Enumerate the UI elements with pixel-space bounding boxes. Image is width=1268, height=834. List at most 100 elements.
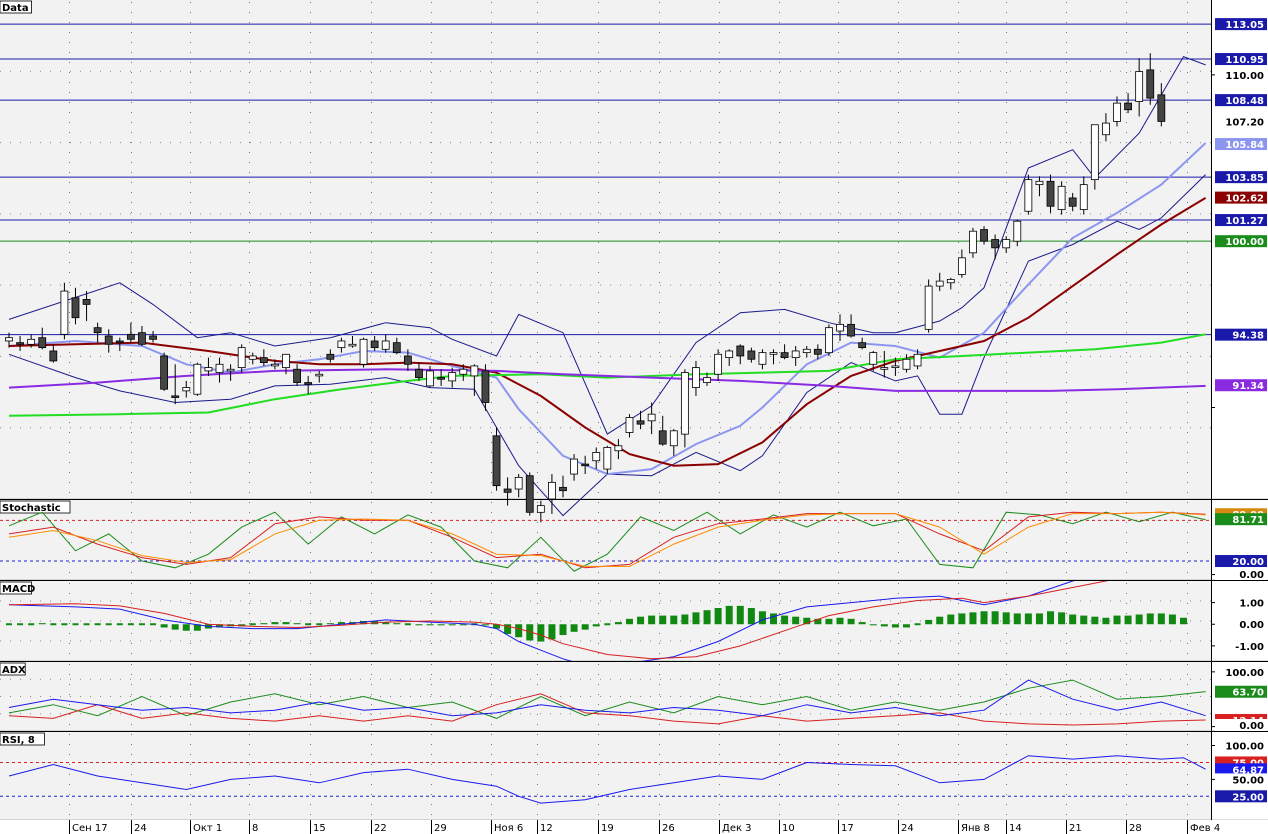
- candle-body: [27, 338, 36, 345]
- value-tag: [1215, 618, 1267, 631]
- macd-bar: [28, 623, 35, 626]
- candle-body: [570, 458, 578, 475]
- value-tag-label: 100.00: [1225, 237, 1264, 248]
- value-tag: [1215, 53, 1267, 66]
- candle-body: [1113, 102, 1121, 122]
- panel-title-box-rsi: [0, 732, 45, 746]
- macd-bar: [127, 623, 134, 626]
- macd-bar: [792, 616, 800, 625]
- bollinger-lower: [8, 174, 1206, 517]
- candle-body: [492, 435, 501, 487]
- candle-body: [1013, 220, 1022, 242]
- candle-body: [337, 340, 346, 349]
- candle-body: [5, 337, 13, 342]
- candle-body: [304, 382, 313, 385]
- candle-body: [946, 279, 955, 284]
- macd-bar: [559, 624, 567, 636]
- macd-bar: [182, 624, 190, 631]
- ma-line-sma_slow_purple: [8, 368, 1206, 392]
- value-tag-label: 63.70: [1232, 688, 1264, 699]
- macd-bar: [548, 624, 556, 640]
- candle-body: [847, 323, 855, 337]
- macd-bar: [836, 617, 844, 625]
- candle-body: [171, 395, 180, 398]
- value-tag-label: 91.34: [1232, 381, 1264, 392]
- macd-bar: [1157, 613, 1165, 625]
- date-label: 8: [252, 823, 258, 834]
- candle-body: [204, 367, 213, 372]
- macd-bar: [781, 615, 789, 625]
- macd-bar: [725, 605, 733, 625]
- candle-body: [82, 298, 91, 305]
- macd-bar: [858, 622, 866, 625]
- macd-bar: [360, 621, 368, 625]
- date-label: 24: [901, 823, 914, 834]
- value-tag-label: 100.00: [1225, 668, 1264, 679]
- ma-line-sma_fast: [8, 142, 1207, 476]
- candle-body: [957, 257, 966, 275]
- macd-bar: [38, 623, 46, 625]
- macd-bar: [1047, 611, 1055, 625]
- candle-body: [282, 353, 290, 368]
- macd-bar: [1058, 612, 1066, 625]
- panel-title-box-stochastic: [0, 500, 71, 514]
- macd-bar: [681, 614, 689, 625]
- macd-bar: [703, 610, 711, 625]
- value-tag: [1215, 568, 1267, 580]
- candle-body: [71, 297, 80, 319]
- value-tag: [1215, 379, 1267, 392]
- candle-body: [271, 363, 279, 367]
- macd-bar: [105, 623, 112, 626]
- value-tag-label: 94.38: [1232, 331, 1264, 342]
- date-label: 24: [134, 823, 147, 834]
- panel-bg-stochastic: [0, 500, 1211, 580]
- value-tag: [1215, 685, 1267, 698]
- candle-body: [160, 355, 169, 390]
- macd-bar: [1013, 613, 1021, 625]
- candle-body: [880, 367, 889, 370]
- candle-body: [625, 417, 634, 433]
- candle-body: [193, 363, 202, 395]
- macd-bar: [415, 624, 423, 626]
- value-tag-label: 25.00: [1232, 792, 1264, 803]
- value-tag-label: 113.05: [1225, 20, 1264, 31]
- candle-body: [1102, 122, 1110, 136]
- macd-bar: [969, 612, 977, 625]
- stoch-line-k: [8, 511, 1206, 572]
- macd-bar: [193, 624, 201, 631]
- candle-body: [758, 352, 767, 365]
- panel-title-macd: MACD: [2, 584, 35, 595]
- value-tag: [1215, 513, 1267, 526]
- date-label: Янв 8: [961, 823, 990, 834]
- candle-body: [813, 348, 822, 355]
- macd-bar: [625, 618, 633, 625]
- value-tag-label: 81.71: [1232, 515, 1264, 526]
- date-label: 26: [662, 823, 675, 834]
- candle-body: [1124, 102, 1132, 111]
- macd-bar: [305, 623, 312, 626]
- macd-bar: [6, 623, 12, 626]
- macd-bar: [1168, 614, 1176, 625]
- candle-body: [248, 355, 257, 360]
- candle-body: [592, 452, 601, 462]
- candle-body: [359, 338, 368, 365]
- candle-body: [858, 342, 867, 349]
- date-label: Фев 4: [1190, 823, 1220, 834]
- macd-bar: [581, 624, 589, 630]
- candle-body: [581, 463, 590, 467]
- candle-body: [138, 332, 146, 345]
- macd-bar: [61, 623, 68, 626]
- date-label: Сен 17: [72, 823, 108, 834]
- candle-body: [38, 337, 47, 349]
- value-tag: [1215, 171, 1267, 184]
- macd-bar: [880, 624, 888, 627]
- candle-body: [115, 340, 124, 344]
- candle-body: [293, 368, 301, 383]
- candle-body: [647, 413, 656, 422]
- macd-bar: [459, 624, 467, 626]
- panel-title-rsi: RSI, 8: [2, 735, 35, 746]
- macd-bar: [1069, 614, 1077, 625]
- adx-line-minus_di: [8, 693, 1206, 726]
- macd-bar: [216, 624, 224, 628]
- candle-body: [614, 445, 623, 452]
